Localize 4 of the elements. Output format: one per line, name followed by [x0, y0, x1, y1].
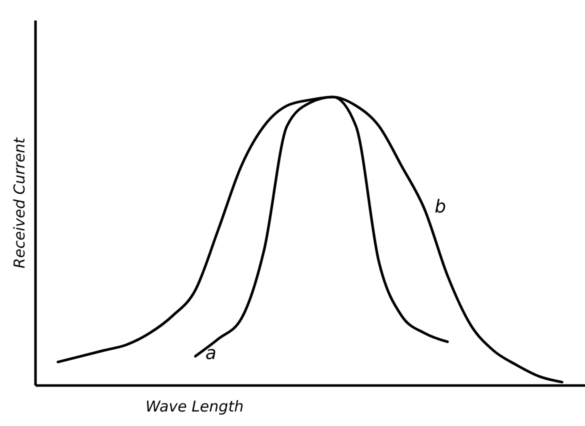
series-label: a [205, 343, 216, 364]
x-axis-title: Wave Length [146, 398, 244, 416]
y-axis-title: Received Current [10, 136, 28, 268]
series-label: b [434, 196, 446, 218]
